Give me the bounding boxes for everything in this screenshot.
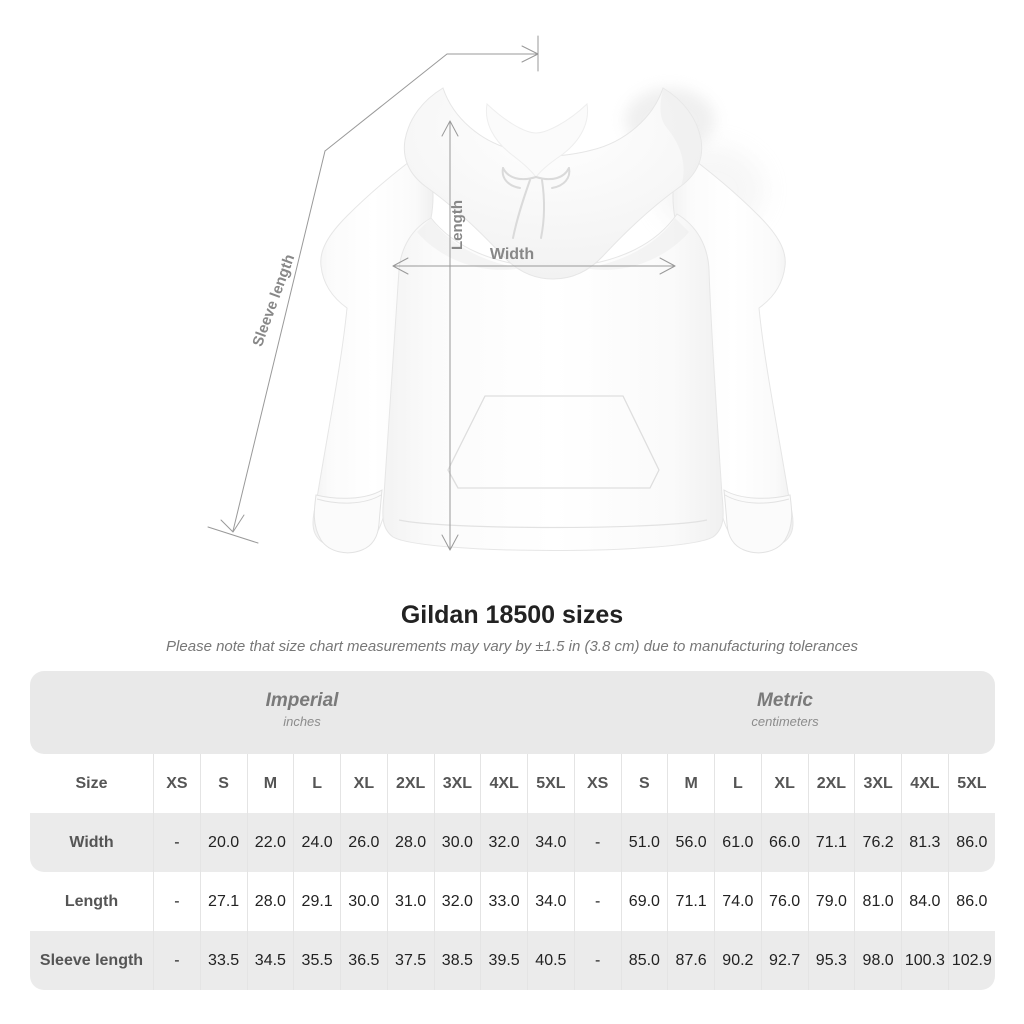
svg-text:Width: Width bbox=[490, 246, 534, 263]
svg-text:Sleeve length: Sleeve length bbox=[249, 252, 298, 349]
svg-text:Length: Length bbox=[449, 200, 466, 250]
